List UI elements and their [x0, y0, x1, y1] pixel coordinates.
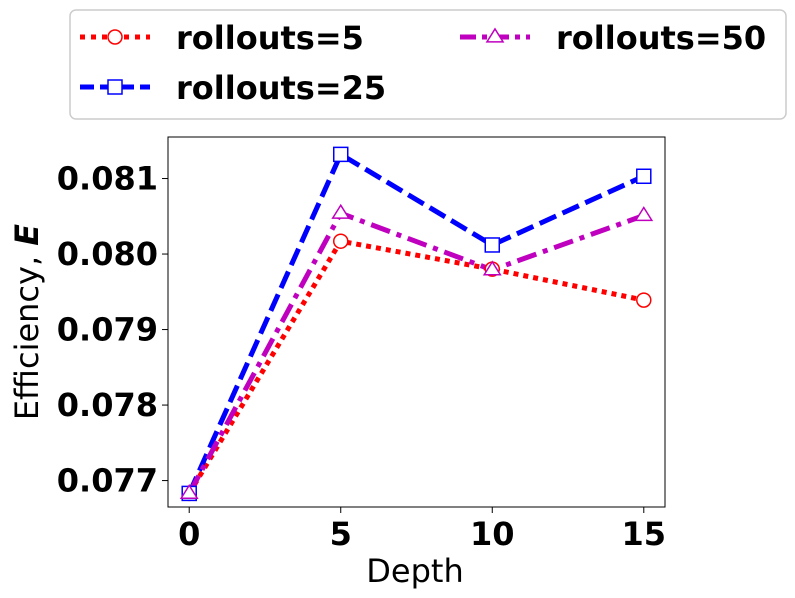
series-2-point [636, 168, 652, 185]
series-3-point [331, 203, 351, 219]
x-tick-label: 10 [470, 515, 515, 553]
y-axis-title-prefix: Efficiency, [8, 246, 46, 420]
series-1-point [332, 233, 349, 249]
series-line-3 [187, 210, 645, 495]
series-line-1 [187, 238, 645, 495]
plot-area-frame [167, 136, 666, 508]
y-tick-label: 0.080 [57, 235, 158, 273]
y-axis-title: Efficiency, E [8, 224, 46, 420]
x-tick-label: 5 [330, 515, 352, 553]
legend-marker-2 [107, 79, 123, 95]
x-tick-label: 15 [622, 515, 667, 553]
y-tick-label: 0.077 [57, 462, 158, 500]
series-layer [179, 146, 654, 502]
legend-label-1: rollouts=5 [176, 19, 364, 57]
x-tick-label: 0 [178, 515, 200, 553]
legend-marker-3 [485, 27, 505, 43]
series-1-point [636, 292, 652, 308]
series-2-point [332, 146, 349, 163]
y-tick-label: 0.078 [57, 386, 158, 424]
axis-ticks: 0 5 10 15 0.077 0.078 0.079 0.080 0.081 [57, 160, 666, 553]
y-tick-label: 0.079 [57, 311, 158, 349]
legend-frame [69, 9, 787, 120]
y-axis-title-symbol: E [8, 224, 46, 246]
legend: rollouts=5 rollouts=25 rollouts=50 [69, 9, 787, 120]
legend-label-3: rollouts=50 [556, 19, 766, 57]
series-3-point [179, 483, 199, 499]
series-3-point [482, 260, 502, 276]
series-line-2 [186, 151, 645, 495]
series-2-point [484, 237, 501, 253]
legend-marker-1 [107, 29, 123, 45]
legend-label-2: rollouts=25 [176, 69, 386, 107]
x-axis-title: Depth [366, 552, 463, 590]
y-tick-label: 0.081 [57, 160, 158, 198]
series-3-point [634, 206, 654, 222]
